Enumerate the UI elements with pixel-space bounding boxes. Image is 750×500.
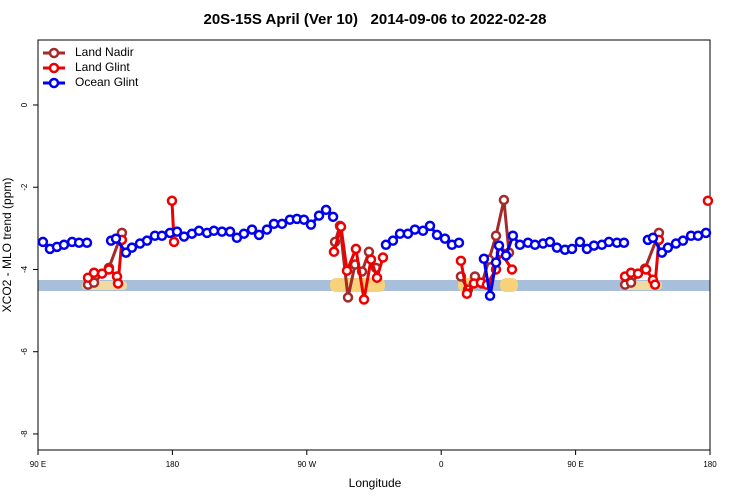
point [507, 230, 519, 241]
point [640, 264, 652, 275]
y-tick-label: -4 [20, 265, 29, 273]
point [81, 237, 93, 248]
point [216, 226, 228, 237]
point [350, 243, 362, 255]
point [431, 229, 443, 241]
point [208, 225, 220, 237]
land-band [500, 278, 518, 292]
point [103, 264, 115, 275]
x-tick-label: 90 W [297, 460, 316, 469]
point [387, 235, 399, 246]
point [335, 221, 347, 232]
legend-label: Land Glint [75, 60, 130, 74]
point [493, 240, 505, 251]
point [141, 235, 153, 246]
point [632, 268, 644, 279]
x-tick-label: 180 [166, 460, 180, 469]
point [166, 195, 178, 207]
point [342, 292, 354, 303]
point [246, 224, 258, 235]
point [566, 243, 578, 255]
point [647, 232, 659, 244]
point [377, 252, 389, 263]
point [455, 255, 467, 267]
point [371, 272, 383, 283]
point [253, 229, 265, 241]
point [490, 230, 502, 241]
point [365, 254, 377, 265]
point [662, 242, 674, 253]
x-axis-label: Longitude [349, 476, 402, 490]
point [649, 279, 661, 290]
x-tick-label: 90 E [30, 460, 46, 469]
point [112, 278, 124, 289]
point [677, 235, 689, 246]
point [88, 267, 100, 279]
point [574, 236, 586, 248]
point [276, 218, 288, 230]
legend-marker [48, 62, 60, 74]
chart-title: 20S-15S April (Ver 10) 2014-09-06 to 202… [204, 11, 547, 28]
point [506, 264, 518, 275]
point [171, 226, 183, 237]
x-tick-label: 0 [439, 460, 444, 469]
point [500, 250, 512, 261]
point [341, 265, 353, 276]
y-tick-label: -2 [20, 183, 29, 191]
point [490, 257, 502, 268]
point [193, 225, 205, 237]
legend-label: Land Nadir [75, 45, 134, 59]
point [320, 204, 332, 216]
point [551, 242, 563, 253]
legend-marker [48, 77, 60, 89]
point [305, 219, 317, 230]
y-tick-label: 0 [20, 102, 29, 107]
point [156, 230, 168, 241]
point [126, 242, 138, 253]
point [417, 225, 429, 237]
point [37, 236, 49, 248]
point [313, 210, 325, 221]
point [544, 236, 556, 248]
point [261, 224, 273, 235]
point [700, 227, 712, 239]
point [328, 246, 340, 258]
x-tick-label: 90 E [567, 460, 583, 469]
point [298, 214, 310, 225]
point [478, 253, 490, 265]
point [358, 294, 370, 305]
point [484, 290, 496, 302]
y-axis-label: XCO2 - MLO trend (ppm) [0, 178, 14, 313]
point [529, 239, 541, 251]
x-tick-label: 180 [703, 460, 717, 469]
plot-frame [37, 39, 711, 451]
y-tick-label: -8 [20, 430, 29, 438]
point [461, 288, 473, 299]
y-tick-label: -6 [20, 348, 29, 356]
point [618, 237, 630, 248]
point [327, 211, 339, 223]
point [702, 195, 714, 207]
point [168, 236, 180, 248]
legend-label: Ocean Glint [75, 75, 139, 89]
point [268, 218, 280, 230]
land-band [330, 278, 385, 292]
point [625, 277, 637, 288]
point [514, 239, 526, 251]
point [453, 237, 465, 248]
point [224, 226, 236, 237]
point [110, 233, 122, 244]
point [58, 239, 70, 251]
point [238, 228, 250, 239]
point [498, 194, 510, 206]
legend-marker [48, 47, 60, 59]
point [439, 233, 451, 244]
point [424, 220, 436, 232]
point [409, 224, 421, 235]
point [603, 236, 615, 248]
